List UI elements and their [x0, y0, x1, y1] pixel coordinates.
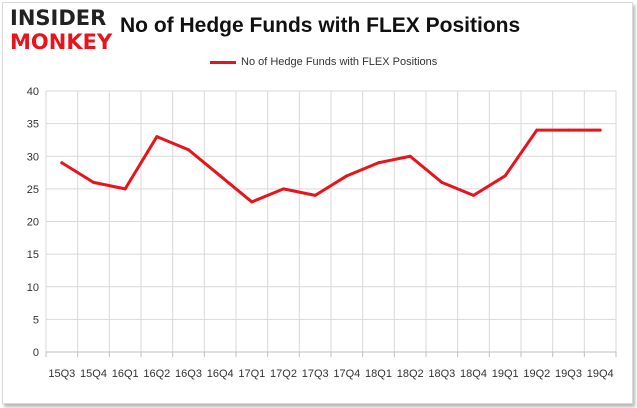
data-point	[472, 193, 475, 197]
data-point	[598, 128, 602, 132]
x-tick-label: 19Q2	[523, 368, 550, 380]
x-tick-label: 19Q4	[587, 368, 614, 380]
chart-title: No of Hedge Funds with FLEX Positions	[120, 14, 521, 37]
data-point	[440, 180, 444, 184]
chart-frame	[2, 2, 633, 404]
x-tick-label: 17Q2	[270, 368, 297, 380]
y-axis: 0 5 10 15 20 25 30 35 40	[27, 86, 39, 359]
x-tick-label: 16Q1	[112, 368, 139, 380]
x-tick-label: 19Q1	[492, 368, 519, 380]
x-tick-label: 17Q3	[302, 368, 329, 380]
y-tick-label: 30	[27, 151, 39, 163]
x-tick-label: 19Q3	[555, 368, 582, 380]
y-tick-label: 25	[27, 184, 39, 196]
logo-line-2: MONKEY	[10, 30, 113, 54]
x-tick-label: 15Q4	[80, 368, 107, 380]
x-tick-label: 17Q1	[238, 368, 265, 380]
y-tick-label: 0	[33, 347, 39, 359]
data-point	[408, 154, 412, 158]
data-point	[155, 135, 159, 139]
y-tick-label: 35	[27, 119, 39, 131]
data-point	[250, 200, 254, 204]
data-point	[345, 174, 349, 178]
y-tick-label: 15	[27, 249, 39, 261]
x-tick-label: 16Q4	[207, 368, 234, 380]
data-point	[123, 187, 127, 191]
legend-label: No of Hedge Funds with FLEX Positions	[241, 56, 438, 68]
x-tick-label: 16Q3	[175, 368, 202, 380]
series-layer	[60, 128, 602, 204]
x-tick-label: 17Q4	[333, 368, 360, 380]
x-axis: 15Q3 15Q4 16Q1 16Q2 16Q3 16Q4 17Q1 17Q2 17Q3 17Q4…	[45, 351, 617, 380]
gridlines	[45, 90, 617, 353]
x-tick-label: 18Q2	[397, 368, 424, 380]
chart-legend: No of Hedge Funds with FLEX Positions	[210, 56, 437, 68]
data-point	[92, 180, 95, 184]
data-point	[218, 174, 222, 178]
logo-line-1: INSIDER	[10, 6, 107, 30]
data-point	[377, 161, 380, 165]
data-point	[282, 187, 285, 191]
y-tick-label: 10	[27, 282, 39, 294]
x-tick-label: 18Q4	[460, 368, 487, 380]
insider-monkey-logo: INSIDER MONKEY	[10, 8, 120, 56]
data-point	[503, 174, 507, 178]
y-tick-label: 20	[27, 217, 39, 229]
x-tick-label: 16Q2	[143, 368, 170, 380]
data-point	[535, 128, 539, 132]
data-point	[187, 148, 190, 152]
data-point	[60, 161, 64, 165]
legend-swatch	[210, 60, 236, 64]
y-tick-label: 5	[33, 314, 39, 326]
x-tick-label: 18Q1	[365, 368, 392, 380]
y-tick-label: 40	[27, 86, 39, 98]
data-point	[313, 193, 317, 197]
x-tick-label: 15Q3	[48, 368, 75, 380]
data-point	[567, 128, 570, 132]
x-tick-label: 18Q3	[428, 368, 455, 380]
series-line	[60, 128, 602, 204]
